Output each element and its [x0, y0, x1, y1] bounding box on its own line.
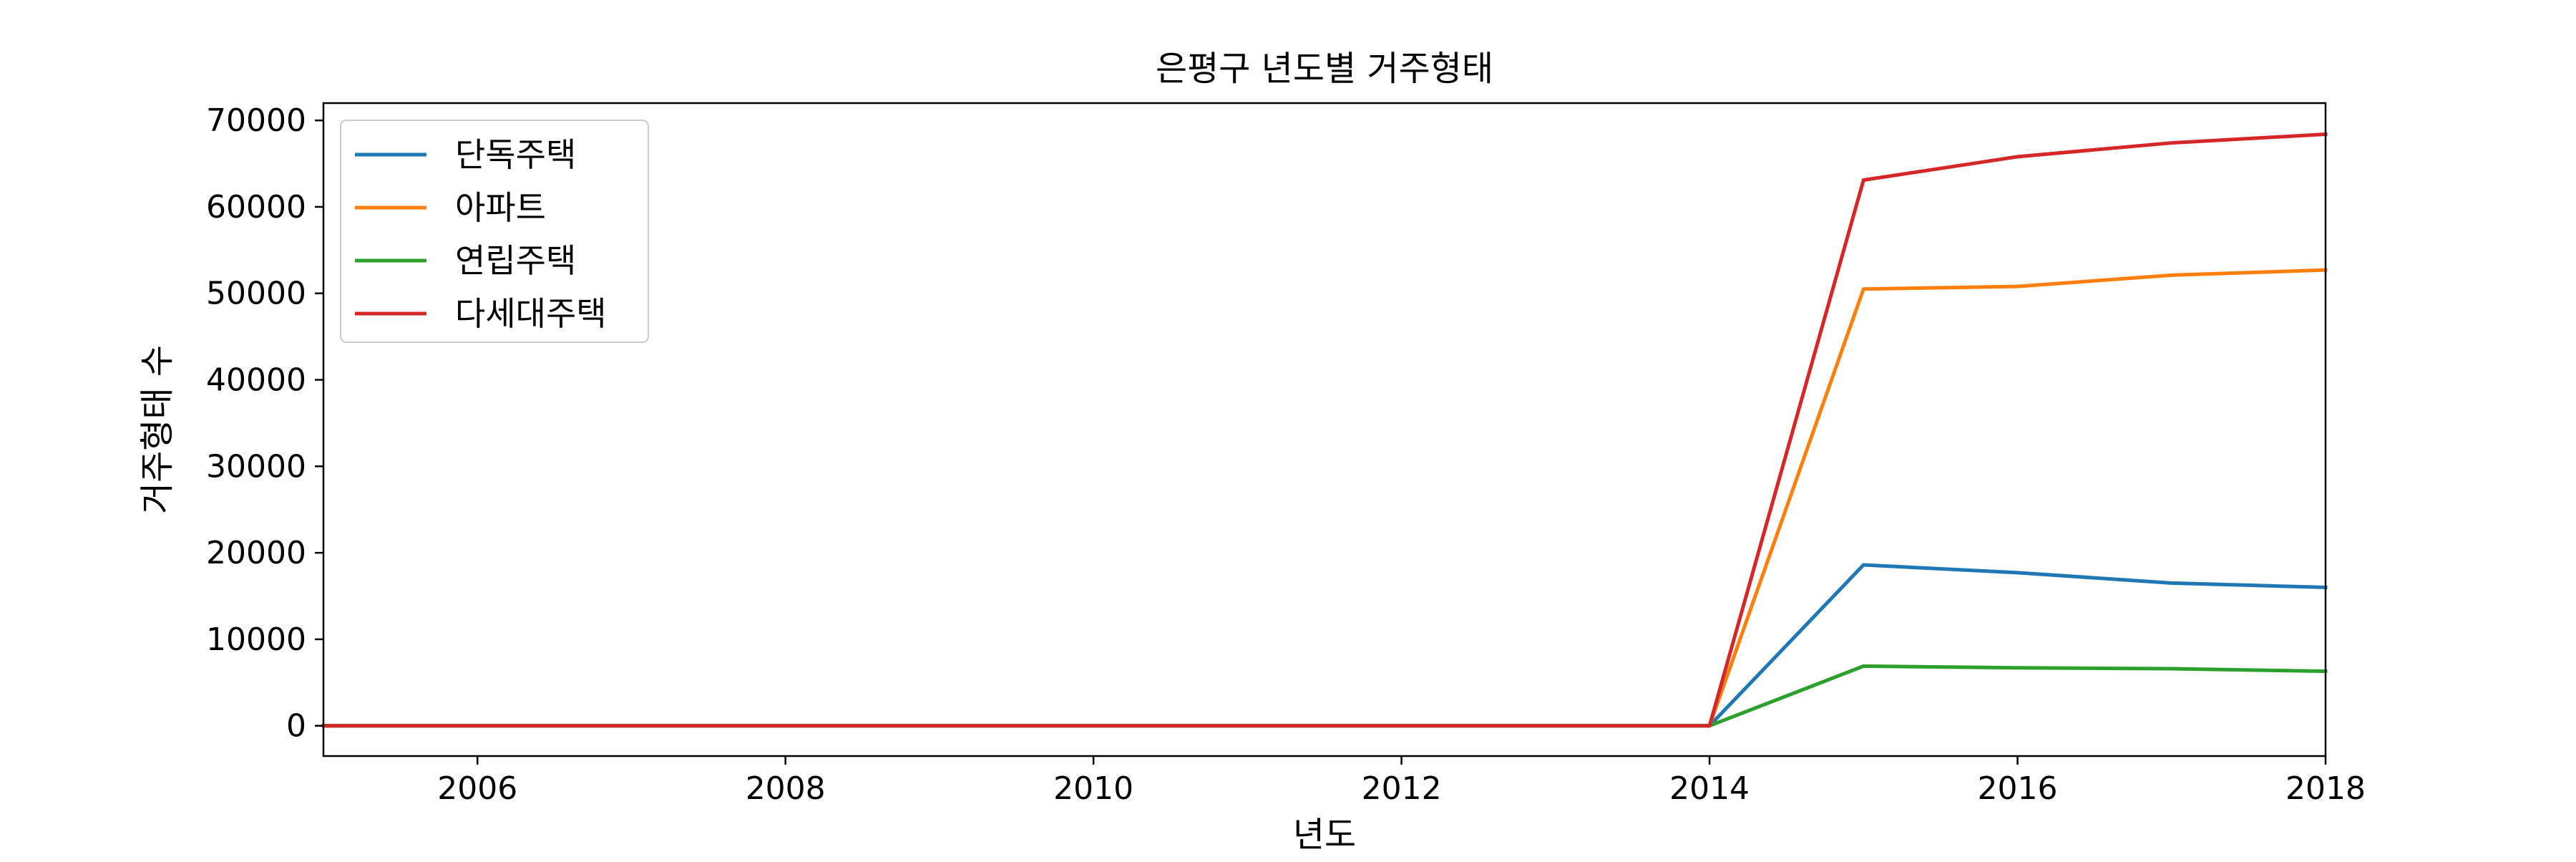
y-tick-label: 20000: [206, 535, 306, 571]
series-line-4: [321, 132, 2328, 728]
legend-label: 아파트: [455, 188, 546, 227]
axes-layer: 2006 2008 2010 2012 2014 2016 2018 0 10000 20000 3…: [206, 102, 2366, 807]
y-axis-title: 거주형태 수: [137, 345, 177, 514]
y-tick-label: 10000: [206, 621, 306, 658]
x-tick-label: 2006: [437, 770, 517, 807]
x-tick-label: 2012: [1362, 770, 1442, 807]
series-line-1: [321, 563, 2328, 728]
y-tick-label: 60000: [206, 189, 306, 226]
y-tick-label: 70000: [206, 102, 306, 139]
x-tick-label: 2008: [746, 770, 826, 807]
y-tick-label: 40000: [206, 362, 306, 399]
series-line-3: [321, 664, 2328, 728]
x-tick-label: 2016: [1978, 770, 2058, 807]
legend-label: 연립주택: [455, 241, 576, 280]
x-axis-title: 년도: [1293, 815, 1356, 855]
chart-title: 은평구 년도별 거주형태: [1156, 49, 1493, 89]
legend-box: [340, 120, 649, 343]
plot-frame: [322, 102, 2327, 757]
y-tick-label: 30000: [206, 448, 306, 485]
x-tick-label: 2018: [2285, 770, 2366, 807]
legend-label: 단독주택: [455, 135, 576, 174]
x-tick-label: 2010: [1053, 770, 1133, 807]
x-tick-label: 2014: [1669, 770, 1750, 807]
y-tick-label: 50000: [206, 276, 306, 312]
series-layer: [321, 132, 2328, 728]
legend-label: 다세대주택: [455, 294, 607, 333]
y-tick-label: 0: [286, 708, 306, 745]
